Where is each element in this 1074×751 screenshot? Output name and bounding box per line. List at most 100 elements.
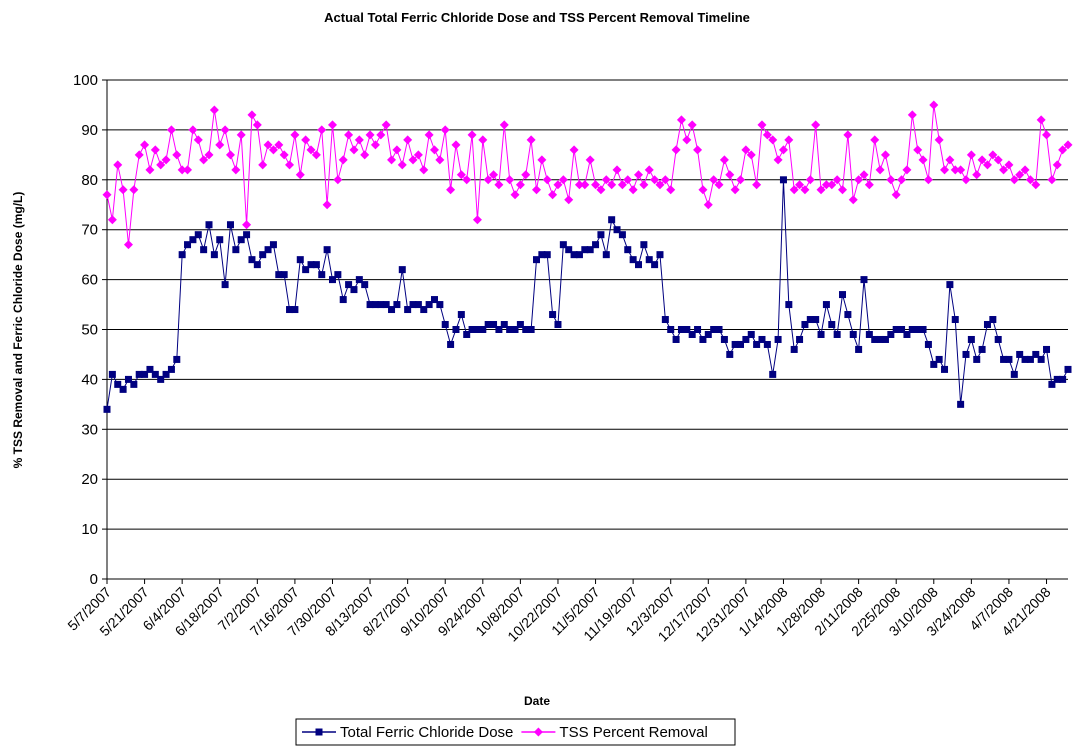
data-point xyxy=(193,135,203,145)
data-point xyxy=(779,176,787,184)
data-point xyxy=(617,180,627,190)
legend-label: TSS Percent Removal xyxy=(559,724,707,741)
data-point xyxy=(506,326,514,333)
data-point xyxy=(290,130,300,140)
y-axis-title: % TSS Removal and Ferric Chloride Dose (… xyxy=(11,192,25,469)
data-point xyxy=(790,345,798,353)
data-point xyxy=(640,241,648,249)
data-point xyxy=(871,335,879,343)
data-point xyxy=(484,321,492,329)
data-point xyxy=(1009,175,1019,185)
data-point xyxy=(848,195,858,205)
data-point xyxy=(478,135,488,145)
data-point xyxy=(682,135,692,145)
data-point xyxy=(628,185,638,195)
data-point xyxy=(108,370,116,378)
data-point xyxy=(157,375,165,383)
data-point xyxy=(635,261,643,269)
data-point xyxy=(339,296,347,304)
data-point xyxy=(318,271,326,279)
data-point xyxy=(565,246,573,254)
data-point xyxy=(145,165,155,175)
data-point xyxy=(849,330,857,338)
data-point xyxy=(515,180,525,190)
data-point xyxy=(656,251,664,259)
data-point xyxy=(769,370,777,378)
data-point xyxy=(859,170,869,180)
data-point xyxy=(725,170,735,180)
data-point xyxy=(720,335,728,343)
data-point xyxy=(1000,355,1008,363)
data-point xyxy=(1052,160,1062,170)
data-point xyxy=(994,335,1002,343)
data-point xyxy=(210,251,218,259)
data-point xyxy=(467,130,477,140)
data-point xyxy=(479,326,487,333)
data-point xyxy=(129,185,139,195)
data-point xyxy=(532,256,540,264)
data-point xyxy=(597,231,605,239)
data-point xyxy=(499,120,509,130)
data-point xyxy=(258,160,268,170)
data-point xyxy=(1031,180,1041,190)
data-point xyxy=(350,286,358,294)
data-point xyxy=(537,155,547,165)
data-point xyxy=(306,145,316,155)
data-point xyxy=(1059,375,1067,383)
data-point xyxy=(388,306,396,314)
data-point xyxy=(558,175,568,185)
data-point xyxy=(382,301,390,309)
data-point xyxy=(747,330,755,338)
data-point xyxy=(376,130,386,140)
data-point xyxy=(903,330,911,338)
data-point xyxy=(801,321,809,329)
data-point xyxy=(634,170,644,180)
data-point xyxy=(941,365,949,373)
legend-marker xyxy=(315,728,323,736)
data-point xyxy=(521,170,531,180)
data-point xyxy=(950,165,960,175)
data-point xyxy=(898,326,906,333)
data-point xyxy=(973,355,981,363)
data-point xyxy=(414,301,422,309)
data-point xyxy=(983,321,991,329)
data-point xyxy=(334,271,342,279)
data-point xyxy=(494,180,504,190)
data-point xyxy=(161,155,171,165)
data-point xyxy=(119,385,127,393)
data-point xyxy=(618,231,626,239)
data-point xyxy=(370,140,380,150)
data-point xyxy=(613,226,621,234)
data-point xyxy=(827,180,837,190)
y-tick-label: 100 xyxy=(73,72,98,89)
data-point xyxy=(951,316,959,324)
data-point xyxy=(167,365,175,373)
data-point xyxy=(946,281,954,289)
y-tick-label: 80 xyxy=(81,172,98,189)
data-point xyxy=(596,185,606,195)
data-point xyxy=(639,180,649,190)
data-point xyxy=(1005,355,1013,363)
data-point xyxy=(420,306,428,314)
data-point xyxy=(135,370,143,378)
data-point xyxy=(113,160,123,170)
data-point xyxy=(773,155,783,165)
data-point xyxy=(393,301,401,309)
data-point xyxy=(940,165,950,175)
data-point xyxy=(440,125,450,135)
data-point xyxy=(526,135,536,145)
legend-marker xyxy=(533,727,543,737)
data-point xyxy=(864,180,874,190)
data-point xyxy=(311,150,321,160)
data-point xyxy=(737,340,745,348)
data-point xyxy=(123,240,133,250)
data-point xyxy=(472,215,482,225)
data-point xyxy=(758,335,766,343)
data-point xyxy=(714,180,724,190)
data-point xyxy=(236,130,246,140)
data-point xyxy=(285,160,295,170)
data-point xyxy=(763,340,771,348)
data-point xyxy=(839,291,847,299)
data-point xyxy=(553,180,563,190)
